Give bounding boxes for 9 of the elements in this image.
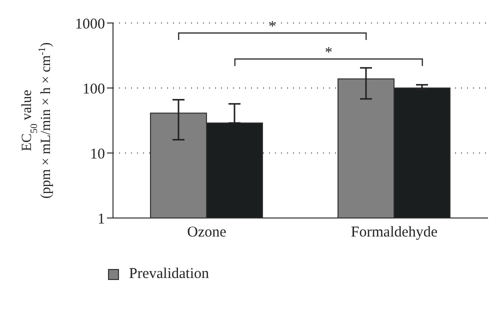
y-tick-label: 10 (90, 146, 105, 162)
x-tick-label: Formaldehyde (350, 224, 438, 241)
annotation: * (268, 19, 276, 35)
y-tick-label: 1000 (75, 16, 105, 32)
x-tick-label: Ozone (187, 224, 227, 241)
y-tick-label: 100 (82, 81, 105, 98)
legend-label: Prevalidation (129, 266, 209, 283)
annotation: * (324, 45, 332, 61)
y-tick-label: 1 (98, 211, 105, 228)
